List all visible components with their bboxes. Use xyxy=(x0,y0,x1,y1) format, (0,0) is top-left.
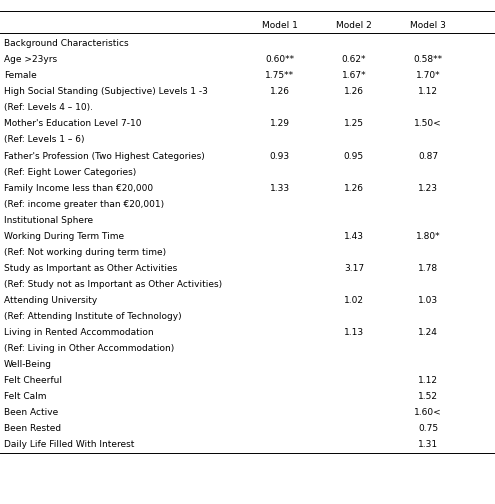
Text: Model 1: Model 1 xyxy=(262,21,297,30)
Text: Background Characteristics: Background Characteristics xyxy=(4,39,129,48)
Text: 1.50<: 1.50< xyxy=(414,119,442,129)
Text: 1.60<: 1.60< xyxy=(414,408,442,417)
Text: Female: Female xyxy=(4,72,37,80)
Text: (Ref: Living in Other Accommodation): (Ref: Living in Other Accommodation) xyxy=(4,344,174,353)
Text: 1.12: 1.12 xyxy=(418,87,438,96)
Text: Working During Term Time: Working During Term Time xyxy=(4,232,124,240)
Text: 1.26: 1.26 xyxy=(270,87,290,96)
Text: 0.60**: 0.60** xyxy=(265,55,294,65)
Text: 1.67*: 1.67* xyxy=(342,72,366,80)
Text: Study as Important as Other Activities: Study as Important as Other Activities xyxy=(4,264,177,273)
Text: 3.17: 3.17 xyxy=(344,264,364,273)
Text: 1.26: 1.26 xyxy=(344,183,364,193)
Text: Model 2: Model 2 xyxy=(336,21,372,30)
Text: Family Income less than €20,000: Family Income less than €20,000 xyxy=(4,183,153,193)
Text: 1.80*: 1.80* xyxy=(416,232,441,240)
Text: 0.75: 0.75 xyxy=(418,424,438,433)
Text: High Social Standing (Subjective) Levels 1 -3: High Social Standing (Subjective) Levels… xyxy=(4,87,208,96)
Text: 1.29: 1.29 xyxy=(270,119,290,129)
Text: 1.24: 1.24 xyxy=(418,328,438,337)
Text: 1.33: 1.33 xyxy=(270,183,290,193)
Text: Felt Calm: Felt Calm xyxy=(4,392,47,401)
Text: 0.87: 0.87 xyxy=(418,152,438,160)
Text: 1.52: 1.52 xyxy=(418,392,438,401)
Text: (Ref: Levels 1 – 6): (Ref: Levels 1 – 6) xyxy=(4,136,85,145)
Text: 1.02: 1.02 xyxy=(344,296,364,305)
Text: Well-Being: Well-Being xyxy=(4,360,52,369)
Text: 1.23: 1.23 xyxy=(418,183,438,193)
Text: Felt Cheerful: Felt Cheerful xyxy=(4,376,62,385)
Text: 0.62*: 0.62* xyxy=(342,55,366,65)
Text: Model 3: Model 3 xyxy=(410,21,446,30)
Text: 1.75**: 1.75** xyxy=(265,72,294,80)
Text: 0.95: 0.95 xyxy=(344,152,364,160)
Text: 1.43: 1.43 xyxy=(344,232,364,240)
Text: Institutional Sphere: Institutional Sphere xyxy=(4,216,93,225)
Text: Age >23yrs: Age >23yrs xyxy=(4,55,57,65)
Text: 1.78: 1.78 xyxy=(418,264,438,273)
Text: 1.25: 1.25 xyxy=(344,119,364,129)
Text: Attending University: Attending University xyxy=(4,296,97,305)
Text: Father's Profession (Two Highest Categories): Father's Profession (Two Highest Categor… xyxy=(4,152,205,160)
Text: (Ref: Attending Institute of Technology): (Ref: Attending Institute of Technology) xyxy=(4,312,182,321)
Text: 1.13: 1.13 xyxy=(344,328,364,337)
Text: 1.12: 1.12 xyxy=(418,376,438,385)
Text: 1.03: 1.03 xyxy=(418,296,438,305)
Text: 1.70*: 1.70* xyxy=(416,72,441,80)
Text: Living in Rented Accommodation: Living in Rented Accommodation xyxy=(4,328,153,337)
Text: (Ref: Study not as Important as Other Activities): (Ref: Study not as Important as Other Ac… xyxy=(4,280,222,289)
Text: (Ref: income greater than €20,001): (Ref: income greater than €20,001) xyxy=(4,200,164,209)
Text: Mother's Education Level 7-10: Mother's Education Level 7-10 xyxy=(4,119,142,129)
Text: 0.58**: 0.58** xyxy=(414,55,443,65)
Text: 0.93: 0.93 xyxy=(270,152,290,160)
Text: (Ref: Eight Lower Categories): (Ref: Eight Lower Categories) xyxy=(4,167,136,176)
Text: Been Active: Been Active xyxy=(4,408,58,417)
Text: (Ref: Levels 4 – 10).: (Ref: Levels 4 – 10). xyxy=(4,103,93,112)
Text: 1.26: 1.26 xyxy=(344,87,364,96)
Text: Daily Life Filled With Interest: Daily Life Filled With Interest xyxy=(4,440,134,449)
Text: (Ref: Not working during term time): (Ref: Not working during term time) xyxy=(4,247,166,257)
Text: 1.31: 1.31 xyxy=(418,440,438,449)
Text: Been Rested: Been Rested xyxy=(4,424,61,433)
